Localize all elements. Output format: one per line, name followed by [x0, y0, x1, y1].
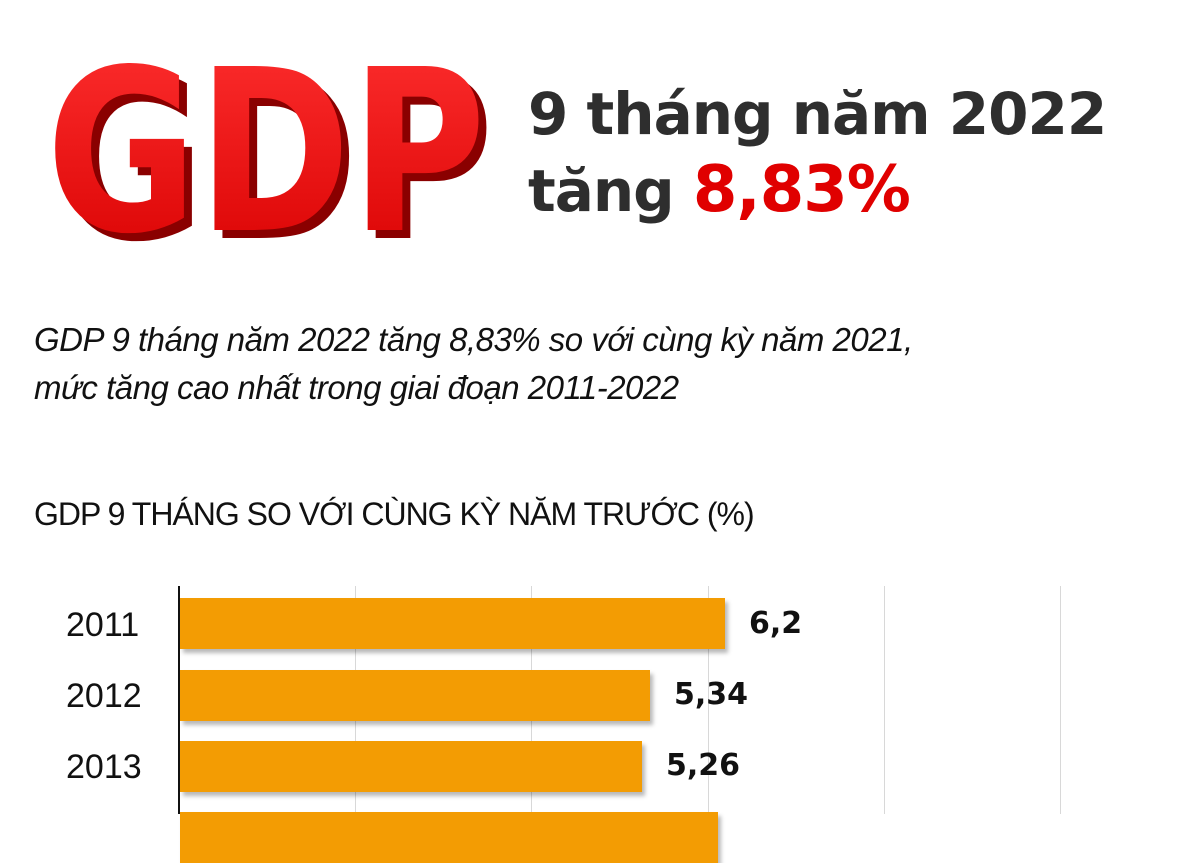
chart-title: GDP 9 THÁNG SO VỚI CÙNG KỲ NĂM TRƯỚC (%) — [34, 496, 755, 532]
category-label: 2013 — [66, 748, 142, 786]
subtitle-line-2: mức tăng cao nhất trong giai đoạn 2011-2… — [34, 369, 679, 406]
bar-2013[interactable] — [180, 741, 642, 792]
headline: 9 tháng năm 2022 tăng 8,83% — [528, 76, 1107, 229]
svg-text:GDP: GDP — [54, 30, 494, 255]
headline-line-2: tăng 8,83% — [528, 152, 1106, 229]
gridline — [1060, 586, 1061, 814]
gdp-logo: GDP GDP — [40, 22, 500, 292]
bar-2012[interactable] — [180, 670, 650, 721]
bar-2011[interactable] — [180, 598, 725, 649]
value-label: 6,2 — [749, 606, 803, 641]
bar-partial-next — [180, 812, 718, 863]
headline-highlight-value: 8,83% — [692, 153, 911, 227]
headline-line-1: 9 tháng năm 2022 — [528, 80, 1107, 148]
value-label: 5,34 — [674, 677, 749, 712]
category-label: 2012 — [66, 677, 142, 715]
svg-text:GDP: GDP — [46, 30, 486, 255]
headline-prefix: tăng — [528, 157, 675, 225]
subtitle: GDP 9 tháng năm 2022 tăng 8,83% so với c… — [34, 316, 913, 412]
gridline — [884, 586, 885, 814]
subtitle-line-1: GDP 9 tháng năm 2022 tăng 8,83% so với c… — [34, 321, 913, 358]
value-label: 5,26 — [666, 748, 741, 783]
category-label: 2011 — [66, 606, 140, 644]
